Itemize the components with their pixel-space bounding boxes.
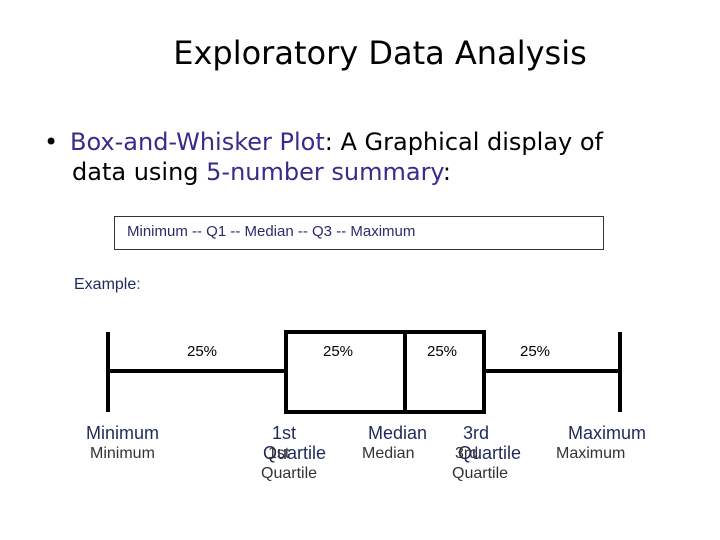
- slide-title: Exploratory Data Analysis: [173, 34, 587, 72]
- label-median: Median: [368, 423, 427, 443]
- quartile-box: [284, 330, 486, 414]
- percent-label-2: 25%: [323, 343, 353, 360]
- summary-text: Minimum -- Q1 -- Median -- Q3 -- Maximum: [127, 223, 416, 240]
- bullet-text-1: : A Graphical display of: [324, 128, 603, 156]
- bullet-term: Box-and-Whisker Plot: [70, 128, 325, 156]
- bullet-dot-icon: •: [44, 128, 59, 156]
- percent-label-4: 25%: [520, 343, 550, 360]
- bullet-line-2: data using 5-number summary:: [72, 158, 451, 186]
- box-whisker-diagram: 25% 25% 25% 25% Minimum 1st Quartile Med…: [86, 330, 646, 482]
- bullet-line-1: • Box-and-Whisker Plot: A Graphical displ…: [44, 128, 603, 156]
- label-q3-line1-secondary: 3rd: [455, 445, 478, 462]
- label-q3-line1: 3rd: [463, 423, 489, 443]
- label-q1-line2-secondary: Quartile: [261, 465, 317, 482]
- label-q1-line2: Quartile: [263, 443, 326, 463]
- label-q3-line2: Quartile: [458, 443, 521, 463]
- bullet-text-2-post: :: [442, 158, 451, 186]
- label-q1-line1: 1st: [272, 423, 296, 443]
- percent-label-3: 25%: [427, 343, 457, 360]
- bullet-text-2-pre: data using: [72, 158, 207, 186]
- label-minimum-secondary: Minimum: [90, 445, 155, 462]
- summary-box: Minimum -- Q1 -- Median -- Q3 -- Maximum: [114, 216, 604, 250]
- label-median-secondary: Median: [362, 445, 414, 462]
- label-q3-line2-secondary: Quartile: [452, 465, 508, 482]
- example-word: Example: [74, 276, 137, 293]
- bullet-term-2: 5-number summary: [206, 158, 443, 186]
- percent-label-1: 25%: [187, 343, 217, 360]
- label-minimum: Minimum: [86, 423, 159, 443]
- example-label: Example:: [74, 276, 141, 294]
- label-q1-line1-secondary: 1st: [268, 445, 290, 462]
- example-colon: :: [136, 276, 141, 293]
- label-maximum-secondary: Maximum: [556, 445, 625, 462]
- label-maximum: Maximum: [568, 423, 646, 443]
